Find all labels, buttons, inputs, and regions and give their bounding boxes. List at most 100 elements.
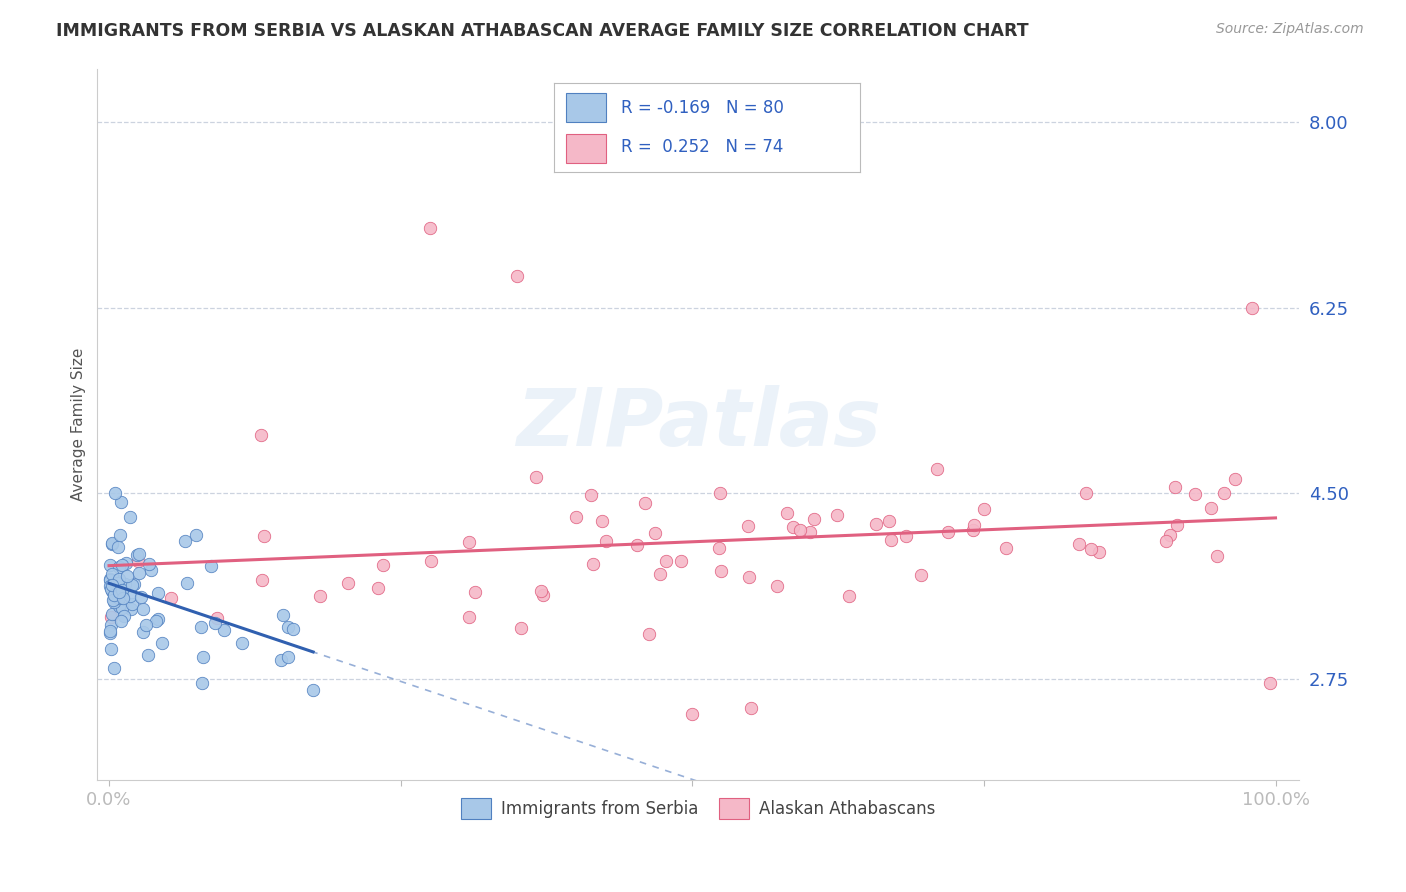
Point (150, 636, 173, 650)
Point (146, 612, 169, 626)
Point (579, 488, 602, 502)
Point (108, 528, 131, 542)
Point (101, 583, 124, 598)
Point (110, 558, 132, 572)
Point (524, 470, 547, 484)
Point (111, 583, 134, 598)
Point (710, 564, 733, 578)
Point (111, 582, 134, 597)
Point (101, 537, 124, 551)
Point (139, 563, 162, 577)
Point (1159, 527, 1181, 541)
Point (98, 573, 121, 587)
Point (564, 509, 586, 524)
Point (145, 614, 167, 628)
Point (644, 525, 666, 540)
Point (132, 624, 155, 639)
Point (880, 533, 903, 547)
Point (740, 701, 762, 715)
Point (638, 627, 661, 641)
Point (129, 590, 152, 604)
Point (1258, 675, 1281, 690)
Point (100, 567, 122, 582)
Point (1080, 542, 1102, 557)
Point (111, 587, 134, 601)
Point (681, 707, 703, 722)
Point (994, 541, 1017, 556)
Point (103, 593, 125, 607)
Point (626, 538, 648, 552)
Point (160, 591, 183, 606)
Point (231, 635, 253, 649)
Point (121, 597, 143, 611)
Point (1212, 485, 1234, 500)
Point (118, 589, 141, 603)
Point (100, 610, 122, 624)
Point (827, 508, 849, 522)
Point (100, 618, 122, 632)
Point (1201, 500, 1223, 515)
Point (803, 512, 825, 526)
Point (111, 591, 134, 605)
Point (894, 529, 917, 543)
Point (138, 557, 160, 571)
Legend: Immigrants from Serbia, Alaskan Athabascans: Immigrants from Serbia, Alaskan Athabasc… (454, 792, 942, 825)
Point (100, 626, 122, 640)
Point (105, 582, 128, 596)
Point (655, 554, 678, 568)
Point (101, 577, 124, 591)
Point (176, 576, 198, 591)
Point (127, 554, 149, 568)
Point (367, 581, 389, 595)
Point (110, 615, 132, 629)
Point (136, 648, 159, 662)
Point (131, 602, 153, 616)
Point (879, 514, 901, 528)
Point (114, 577, 136, 591)
Point (101, 536, 124, 550)
Point (250, 573, 273, 587)
Point (103, 592, 125, 607)
Point (737, 518, 759, 533)
Point (115, 568, 138, 582)
Point (865, 517, 887, 532)
Text: Source: ZipAtlas.com: Source: ZipAtlas.com (1216, 22, 1364, 37)
Point (766, 579, 789, 593)
Point (782, 520, 804, 534)
Point (128, 547, 150, 561)
Point (271, 607, 294, 622)
Point (281, 622, 304, 636)
Point (98, 572, 121, 586)
Point (191, 675, 214, 690)
Point (1069, 536, 1091, 550)
Point (373, 558, 395, 573)
Point (122, 577, 145, 591)
Point (103, 595, 125, 609)
Point (103, 590, 125, 604)
Point (98, 624, 121, 639)
Point (591, 514, 613, 528)
Point (120, 602, 142, 616)
Point (190, 620, 212, 634)
Point (146, 585, 169, 599)
Point (648, 567, 671, 582)
Point (458, 535, 481, 549)
Point (420, 554, 443, 568)
Point (214, 624, 236, 638)
Point (973, 502, 995, 516)
Point (100, 641, 122, 656)
Point (270, 653, 292, 667)
Point (1156, 534, 1178, 549)
Point (707, 541, 730, 555)
Point (204, 615, 226, 630)
Point (98, 558, 121, 573)
Point (277, 620, 299, 634)
Point (910, 567, 932, 582)
Point (110, 495, 132, 509)
Point (925, 462, 948, 476)
Point (633, 496, 655, 510)
Point (184, 528, 207, 542)
Point (789, 523, 811, 537)
Point (253, 529, 276, 543)
Point (100, 582, 122, 597)
